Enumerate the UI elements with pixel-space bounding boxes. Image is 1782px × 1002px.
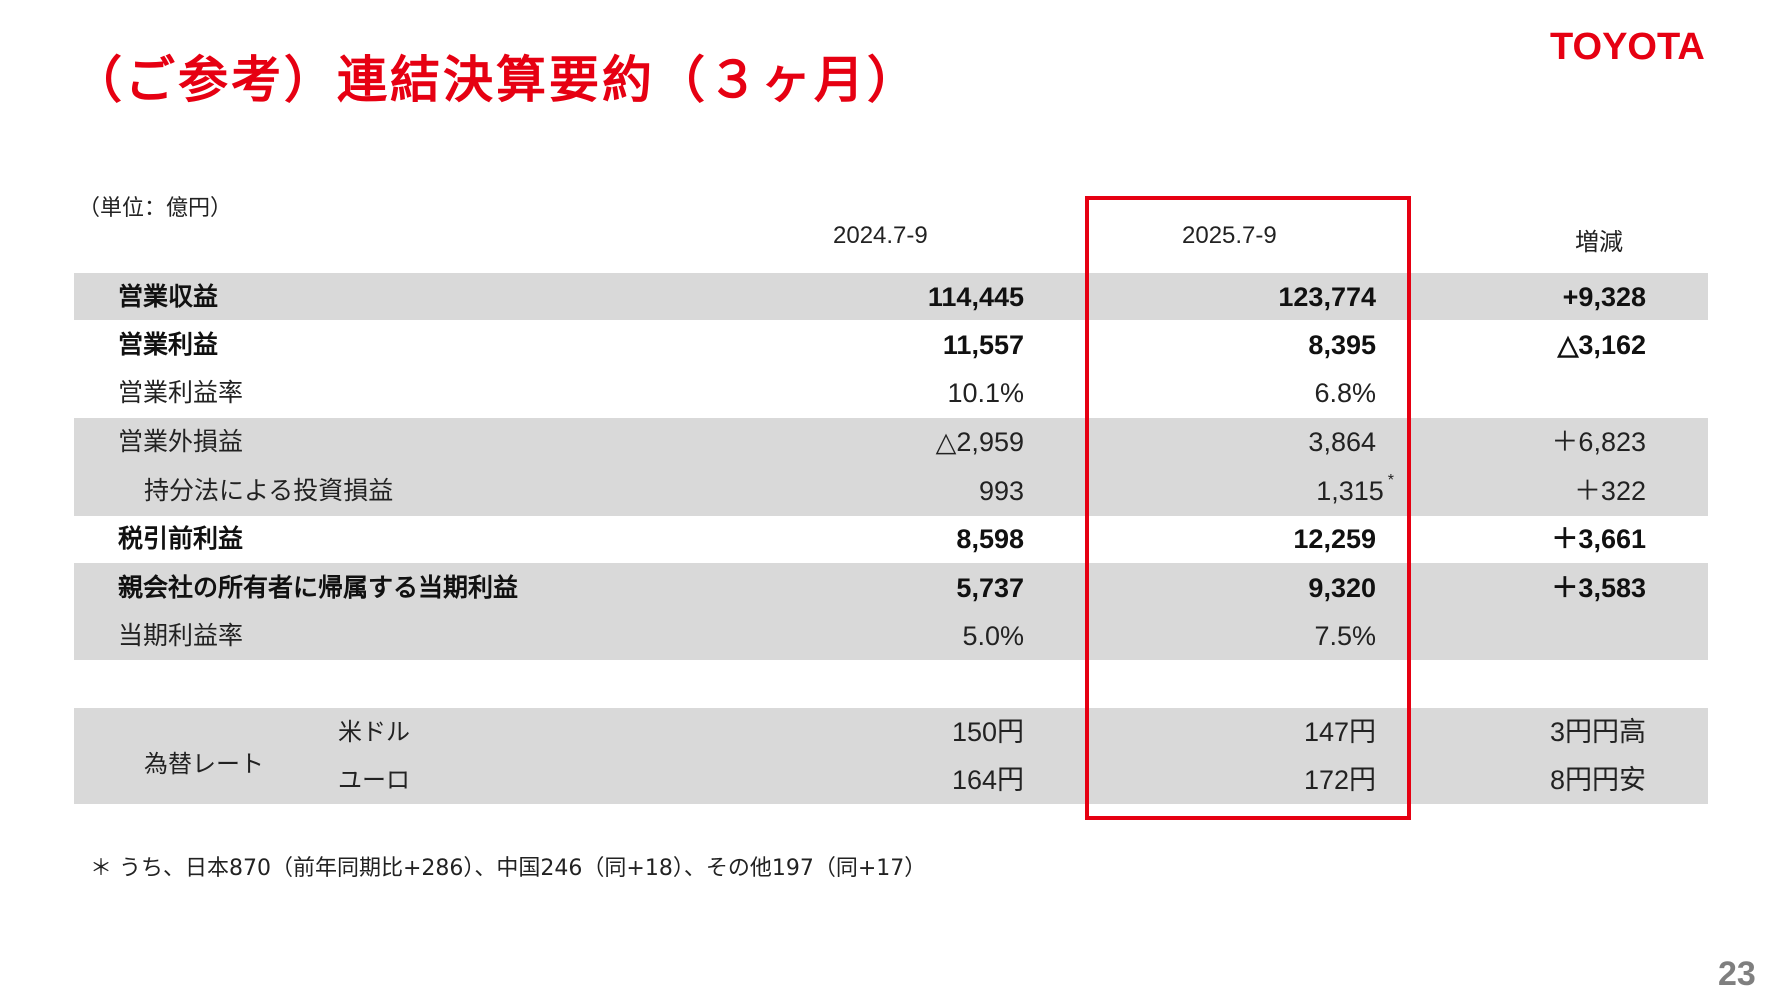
toyota-logo: TOYOTA — [1550, 26, 1705, 68]
page-title: （ご参考）連結決算要約（３ヶ月） — [72, 51, 920, 109]
value-change: ＋3,661 — [1551, 524, 1646, 554]
row-label: 税引前利益 — [118, 524, 244, 553]
row-label: 営業外損益 — [118, 427, 244, 456]
row-label: 当期利益率 — [118, 621, 244, 650]
fx-row-eur: ユーロ 164円 172円 8円円安 — [74, 756, 1708, 804]
footnote: ＊ うち、日本870（前年同期比+286）、中国246（同+18）、その他197… — [90, 856, 927, 881]
value-2025: 3,864 — [1308, 427, 1376, 457]
value-2025: 9,320 — [1308, 573, 1376, 603]
table-row-equity-method: 持分法による投資損益 993 1,315 * ＋322 — [74, 467, 1708, 515]
row-label: 親会社の所有者に帰属する当期利益 — [118, 573, 519, 602]
currency-label: ユーロ — [338, 766, 410, 794]
value-2025: 172円 — [1303, 765, 1376, 795]
value-2024: 5,737 — [956, 573, 1024, 603]
row-label: 営業収益 — [118, 282, 219, 311]
value-change: ＋3,583 — [1551, 573, 1646, 603]
value-change: 8円円安 — [1549, 765, 1646, 795]
value-2024: 8,598 — [956, 524, 1024, 554]
value-2025: 6.8% — [1314, 378, 1376, 408]
page-number: 23 — [1718, 955, 1756, 993]
value-2025: 147円 — [1303, 717, 1376, 747]
unit-note: （単位：億円） — [78, 196, 233, 221]
value-2024: 5.0% — [962, 621, 1024, 651]
table-row-net-income: 親会社の所有者に帰属する当期利益 5,737 9,320 ＋3,583 — [74, 564, 1708, 612]
value-change: ＋322 — [1573, 476, 1646, 506]
currency-label: 米ドル — [338, 718, 410, 746]
table-row-net-margin: 当期利益率 5.0% 7.5% — [74, 612, 1708, 660]
row-label: 持分法による投資損益 — [144, 476, 394, 505]
value-2024: △2,959 — [935, 427, 1024, 457]
table-row-operating-revenue: 営業収益 114,445 123,774 +9,328 — [74, 273, 1708, 321]
value-2024: 993 — [978, 476, 1024, 506]
value-change: 3円円高 — [1549, 717, 1646, 747]
value-2024: 11,557 — [942, 330, 1024, 360]
row-label: 営業利益率 — [118, 378, 244, 407]
row-label: 営業利益 — [118, 330, 219, 359]
value-2024: 164円 — [951, 765, 1024, 795]
value-change: △3,162 — [1557, 330, 1646, 360]
row-band — [74, 418, 1708, 516]
fx-band — [74, 708, 1708, 804]
value-change: ＋6,823 — [1551, 427, 1646, 457]
row-band — [74, 563, 1708, 660]
table-row-pretax-income: 税引前利益 8,598 12,259 ＋3,661 — [74, 515, 1708, 563]
value-2024: 114,445 — [927, 282, 1024, 312]
value-2025: 8,395 — [1308, 330, 1376, 360]
table-row-operating-income: 営業利益 11,557 8,395 △3,162 — [74, 321, 1708, 369]
table-row-non-operating: 営業外損益 △2,959 3,864 ＋6,823 — [74, 418, 1708, 466]
value-2024: 10.1% — [947, 378, 1024, 408]
value-2025: 12,259 — [1293, 524, 1376, 554]
column-header-change: 増減 — [1575, 228, 1623, 256]
footnote-marker: * — [1387, 472, 1394, 489]
row-band — [74, 273, 1708, 320]
value-2025: 123,774 — [1278, 282, 1376, 312]
fx-rate-label: 為替レート — [144, 750, 264, 778]
column-header-2024: 2024.7-9 — [833, 222, 928, 249]
fx-row-usd: 米ドル 150円 147円 3円円高 — [74, 708, 1708, 756]
value-2024: 150円 — [951, 717, 1024, 747]
value-change: +9,328 — [1562, 282, 1646, 312]
value-2025: 7.5% — [1314, 621, 1376, 651]
table-row-operating-margin: 営業利益率 10.1% 6.8% — [74, 369, 1708, 417]
value-2025: 1,315 * — [1316, 472, 1394, 506]
column-header-2025: 2025.7-9 — [1182, 222, 1277, 249]
